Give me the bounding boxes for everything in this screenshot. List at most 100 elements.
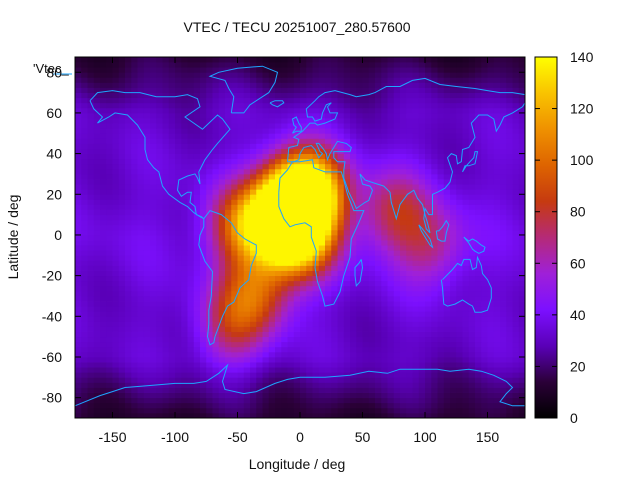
heatmap-cell: [231, 168, 238, 175]
heatmap-cell: [493, 275, 501, 282]
heatmap-cell: [193, 255, 201, 261]
heatmap-cell: [518, 280, 526, 287]
heatmap-cell: [300, 82, 307, 88]
heatmap-cell: [462, 199, 470, 205]
heatmap-cell: [468, 118, 476, 124]
heatmap-cell: [462, 402, 470, 409]
heatmap-cell: [456, 123, 463, 129]
heatmap-cell: [193, 336, 201, 343]
heatmap-cell: [237, 270, 245, 277]
heatmap-cell: [312, 351, 320, 358]
heatmap-cell: [225, 290, 232, 297]
heatmap-cell: [475, 92, 482, 99]
heatmap-cell: [118, 356, 126, 363]
heatmap-cell: [362, 306, 370, 312]
heatmap-cell: [300, 112, 307, 119]
heatmap-cell: [93, 367, 101, 373]
heatmap-cell: [443, 382, 451, 388]
heatmap-cell: [337, 67, 345, 73]
heatmap-cell: [281, 179, 288, 185]
heatmap-cell: [106, 331, 113, 338]
heatmap-cell: [81, 260, 88, 266]
heatmap-cell: [506, 311, 513, 317]
heatmap-cell: [450, 148, 457, 154]
heatmap-cell: [75, 351, 82, 358]
heatmap-cell: [418, 321, 426, 327]
heatmap-cell: [168, 123, 176, 129]
heatmap-cell: [137, 234, 145, 241]
heatmap-cell: [168, 250, 176, 256]
heatmap-cell: [275, 301, 282, 307]
heatmap-cell: [81, 367, 88, 373]
heatmap-cell: [362, 255, 370, 261]
heatmap-cell: [93, 306, 101, 312]
heatmap-cell: [512, 270, 520, 277]
heatmap-cell: [262, 173, 270, 180]
heatmap-cell: [193, 306, 201, 312]
heatmap-cell: [168, 143, 176, 149]
heatmap-cell: [143, 377, 151, 383]
heatmap-cell: [262, 412, 270, 419]
heatmap-cell: [106, 189, 113, 195]
heatmap-cell: [225, 326, 232, 332]
heatmap-cell: [418, 356, 426, 363]
heatmap-cell: [518, 214, 526, 221]
heatmap-cell: [256, 316, 263, 322]
heatmap-cell: [118, 240, 126, 246]
heatmap-cell: [331, 219, 338, 226]
heatmap-cell: [287, 138, 295, 144]
heatmap-cell: [437, 295, 445, 302]
heatmap-cell: [506, 87, 513, 93]
heatmap-cell: [350, 168, 357, 175]
heatmap-cell: [131, 148, 138, 154]
heatmap-cell: [256, 219, 263, 226]
heatmap-cell: [181, 306, 188, 312]
heatmap-cell: [412, 407, 420, 414]
heatmap-cell: [212, 356, 220, 363]
heatmap-cell: [493, 153, 501, 160]
heatmap-cell: [318, 163, 326, 170]
heatmap-cell: [275, 407, 282, 414]
heatmap-cell: [475, 179, 482, 185]
heatmap-cell: [156, 118, 163, 124]
heatmap-cell: [150, 392, 157, 399]
heatmap-cell: [262, 102, 270, 109]
heatmap-cell: [275, 245, 282, 251]
heatmap-cell: [181, 412, 188, 419]
heatmap-cell: [450, 311, 457, 317]
heatmap-cell: [256, 392, 263, 399]
heatmap-cell: [337, 392, 345, 399]
heatmap-cell: [243, 311, 251, 317]
heatmap-cell: [106, 97, 113, 104]
heatmap-cell: [387, 331, 395, 338]
heatmap-cell: [212, 87, 220, 93]
heatmap-cell: [337, 199, 345, 205]
heatmap-cell: [218, 331, 226, 338]
heatmap-cell: [312, 295, 320, 302]
heatmap-cell: [518, 204, 526, 210]
heatmap-cell: [400, 97, 407, 104]
heatmap-cell: [206, 138, 213, 144]
heatmap-cell: [512, 224, 520, 231]
heatmap-cell: [143, 270, 151, 277]
heatmap-cell: [506, 189, 513, 195]
heatmap-cell: [500, 234, 507, 241]
heatmap-cell: [393, 143, 401, 149]
heatmap-cell: [81, 382, 88, 388]
heatmap-cell: [493, 214, 501, 221]
heatmap-cell: [443, 321, 451, 327]
heatmap-cell: [331, 367, 338, 373]
heatmap-cell: [175, 224, 182, 231]
heatmap-cell: [462, 67, 470, 73]
heatmap-cell: [137, 245, 145, 251]
heatmap-cell: [162, 102, 170, 109]
heatmap-cell: [125, 163, 132, 170]
heatmap-cell: [143, 336, 151, 343]
heatmap-cell: [275, 351, 282, 358]
heatmap-cell: [168, 112, 176, 119]
heatmap-cell: [100, 179, 107, 185]
heatmap-cell: [300, 321, 307, 327]
heatmap-cell: [112, 199, 120, 205]
heatmap-cell: [375, 219, 382, 226]
heatmap-cell: [131, 82, 138, 88]
